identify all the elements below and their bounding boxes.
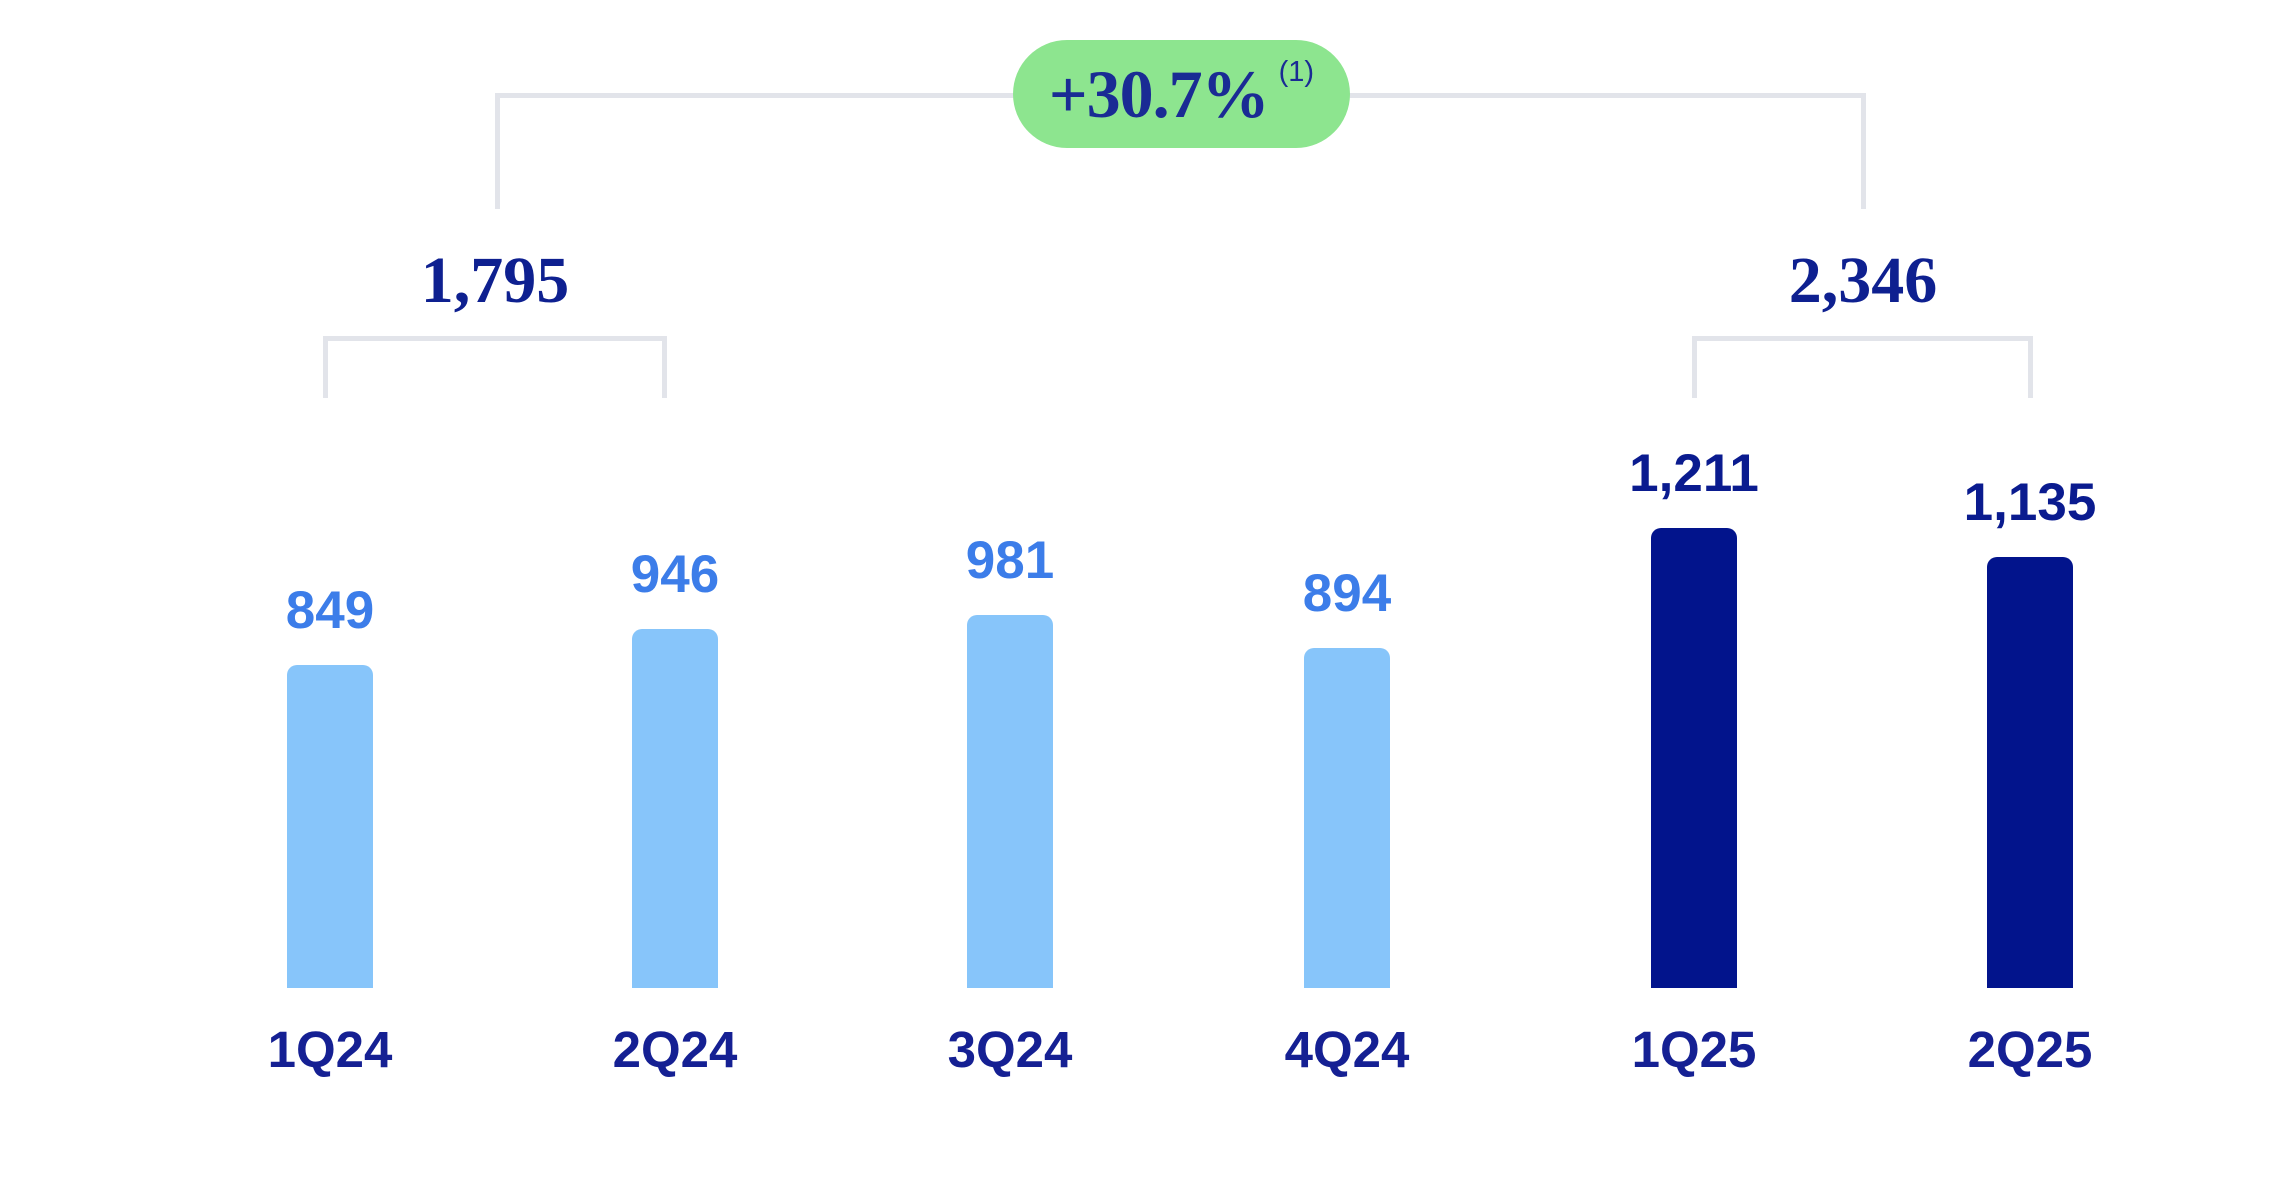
bar-value-label-1q25: 1,211 xyxy=(1629,444,1759,503)
bar-category-label-1q25: 1Q25 xyxy=(1631,1021,1757,1078)
group-bracket-left-horizontal-line xyxy=(323,336,667,341)
bar-category-label-2q24: 2Q24 xyxy=(612,1021,738,1078)
bar-value-label-4q24: 894 xyxy=(1302,564,1392,623)
bar-2q25 xyxy=(1987,557,2073,988)
group-bracket-left-start-drop xyxy=(323,336,328,398)
group-bracket-right-horizontal-line xyxy=(1692,336,2033,341)
bar-1q25 xyxy=(1651,528,1737,988)
growth-bracket-right-drop xyxy=(1861,93,1866,209)
growth-badge-value: +30.7% xyxy=(1048,56,1270,132)
bar-category-label-4q24: 4Q24 xyxy=(1284,1021,1410,1078)
bar-value-label-2q25: 1,135 xyxy=(1963,473,2097,532)
growth-badge: +30.7% (1) xyxy=(1013,40,1350,148)
bar-value-label-1q24: 849 xyxy=(285,581,375,640)
bar-value-label-2q24: 946 xyxy=(630,545,720,604)
group-bracket-right-end-drop xyxy=(2028,336,2033,398)
bar-1q24 xyxy=(287,665,373,988)
bar-2q24 xyxy=(632,629,718,988)
bar-value-label-3q24: 981 xyxy=(965,531,1055,590)
group-bracket-left-end-drop xyxy=(662,336,667,398)
footnote-marker: (1) xyxy=(1278,55,1315,88)
group-total-1h24: 1,795 xyxy=(420,244,570,317)
bar-category-label-3q24: 3Q24 xyxy=(947,1021,1073,1078)
group-bracket-right-start-drop xyxy=(1692,336,1697,398)
growth-bracket-left-drop xyxy=(495,93,500,209)
bar-category-label-2q25: 2Q25 xyxy=(1967,1021,2093,1078)
bar-3q24 xyxy=(967,615,1053,988)
bar-category-label-1q24: 1Q24 xyxy=(267,1021,393,1078)
group-total-1h25: 2,346 xyxy=(1788,244,1938,317)
bar-4q24 xyxy=(1304,648,1390,988)
